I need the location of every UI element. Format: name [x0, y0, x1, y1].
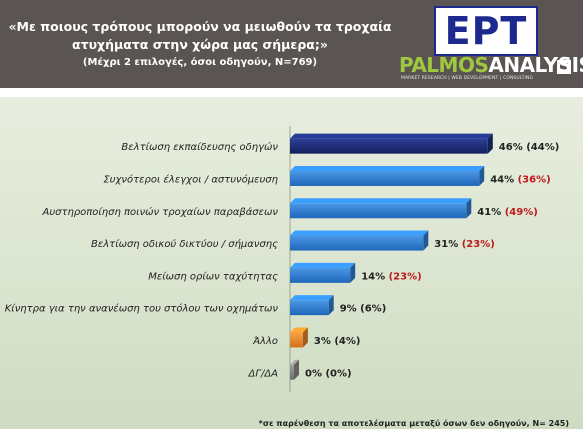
bar-side-face: [423, 230, 429, 251]
value-label-all: 3%: [314, 336, 334, 347]
value-label: 41% (49%): [477, 207, 538, 218]
category-label: Συχνότεροι έλεγχοι / αστυνόμευση: [103, 173, 278, 185]
bar-chart: Βελτίωση εκπαίδευσης οδηγών 46% (44%) Συχν…: [5, 126, 560, 393]
footnote: *σε παρένθεση τα αποτελέσματα μεταξύ όσω…: [258, 419, 569, 428]
category-label: ΔΓ/ΔΑ: [248, 368, 279, 379]
chart-area: Βελτίωση εκπαίδευσης οδηγών 46% (44%) Συχν…: [0, 97, 583, 429]
chart-title: «Με ποιους τρόπους μπορούν να μειωθούν τ…: [8, 19, 392, 52]
bar: [290, 138, 488, 154]
bar: [290, 203, 467, 219]
bar-top-face: [290, 198, 472, 204]
value-label-nondrivers: (6%): [360, 304, 386, 315]
value-label-nondrivers: (23%): [389, 271, 422, 282]
category-label: Μείωση ορίων ταχύτητας: [148, 270, 278, 282]
value-label-nondrivers: (44%): [526, 142, 559, 153]
value-label: 44% (36%): [490, 174, 551, 185]
value-label: 31% (23%): [434, 239, 495, 250]
bar: [290, 300, 329, 316]
value-label-all: 46%: [499, 142, 526, 153]
bar-side-face: [294, 359, 299, 380]
ert-logo: ΕΡΤ: [434, 6, 538, 56]
bar-side-face: [487, 133, 493, 154]
value-label-all: 9%: [340, 304, 360, 315]
category-label: Βελτίωση εκπαίδευσης οδηγών: [121, 141, 278, 153]
header-banner: «Με ποιους τρόπους μπορούν να μειωθούν τ…: [0, 0, 583, 88]
bar-top-face: [290, 295, 334, 301]
bar-side-face: [350, 262, 356, 283]
category-label: Αυστηροποίηση ποινών τροχαίων παραβάσεων: [42, 206, 279, 218]
bar-top-face: [290, 327, 308, 333]
bar: [290, 364, 294, 380]
value-label-all: 14%: [361, 271, 388, 282]
value-label-all: 0%: [305, 368, 325, 379]
bar-top-face: [290, 165, 485, 171]
value-label: 3% (4%): [314, 336, 361, 347]
value-label-nondrivers: (49%): [505, 207, 538, 218]
value-label-all: 44%: [490, 174, 517, 185]
bar: [290, 235, 424, 251]
value-label-nondrivers: (4%): [334, 336, 360, 347]
value-label-nondrivers: (23%): [462, 239, 495, 250]
bar: [290, 267, 351, 283]
value-label-nondrivers: (0%): [325, 368, 351, 379]
bar: [290, 170, 480, 186]
logo-mark-icon: [557, 60, 571, 74]
category-label: Βελτίωση οδικού δικτύου / σήμανσης: [91, 238, 278, 250]
bar-side-face: [466, 198, 472, 219]
palmos-analysis-logo: PALMOSANALYSIS MARKET RESEARCH | WEB DEV…: [399, 53, 583, 81]
value-label-nondrivers: (36%): [518, 174, 551, 185]
category-label: Άλλο: [252, 335, 278, 347]
value-label-all: 31%: [434, 239, 461, 250]
bar-top-face: [290, 359, 299, 365]
value-label-all: 41%: [477, 207, 504, 218]
value-label: 14% (23%): [361, 271, 422, 282]
value-label: 0% (0%): [305, 368, 352, 379]
bar: [290, 332, 303, 348]
bar-side-face: [479, 165, 485, 186]
category-label: Κίνητρα για την ανανέωση του στόλου των …: [5, 303, 279, 315]
value-label: 9% (6%): [340, 304, 387, 315]
bar-side-face: [328, 295, 334, 316]
value-label: 46% (44%): [499, 142, 560, 153]
bar-top-face: [290, 262, 356, 268]
chart-subtitle: (Μέχρι 2 επιλογές, όσοι οδηγούν, N=769): [82, 57, 318, 68]
bar-top-face: [290, 133, 493, 139]
bar-top-face: [290, 230, 429, 236]
bar-side-face: [302, 327, 308, 348]
